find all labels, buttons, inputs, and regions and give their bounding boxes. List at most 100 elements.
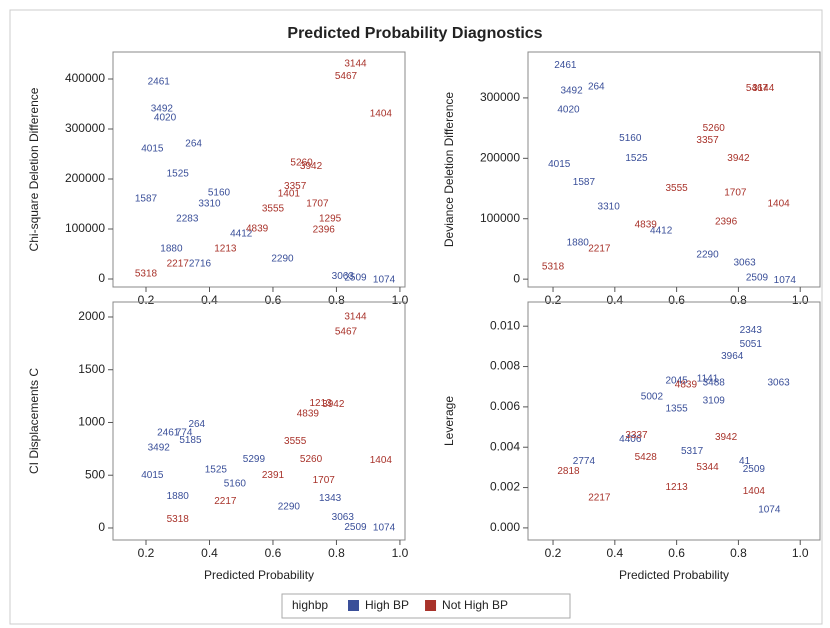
point-label: 5160	[208, 188, 231, 199]
point-label: 3357	[696, 135, 719, 146]
point-label: 2283	[176, 214, 199, 225]
point-label: 3063	[332, 271, 355, 282]
point-label: 1404	[767, 198, 790, 209]
x-tick-label: 0.6	[265, 546, 282, 560]
point-label: 1213	[666, 482, 689, 493]
plot-frame	[527, 301, 821, 541]
point-label: 4020	[154, 113, 177, 124]
point-label: 2509	[344, 522, 367, 533]
point-label: 2343	[740, 325, 763, 336]
point-label: 2818	[557, 466, 580, 477]
x-tick-label: 1.0	[392, 293, 409, 307]
point-label: 3942	[300, 161, 323, 172]
point-label: 2217	[588, 244, 611, 255]
point-label: 5317	[681, 446, 704, 457]
point-label: 1525	[625, 153, 648, 164]
legend-label: Not High BP	[442, 598, 508, 612]
legend-frame	[281, 593, 571, 619]
point-label: 2461	[148, 77, 171, 88]
point-label: 264	[188, 419, 205, 430]
y-tick-label: 0.010	[490, 318, 520, 332]
point-label: 3109	[703, 395, 726, 406]
legend-swatch	[425, 600, 437, 611]
y-tick-label: 2000	[78, 309, 105, 323]
y-tick-label: 1000	[78, 415, 105, 429]
point-label: 2396	[715, 216, 738, 227]
point-label: 2290	[696, 250, 719, 261]
x-tick-label: 0.2	[138, 293, 155, 307]
point-label: 1343	[319, 493, 342, 504]
y-tick-label: 0.006	[490, 399, 520, 413]
plot-frame	[112, 301, 406, 541]
y-axis-label: Chi-square Deletion Difference	[27, 87, 41, 251]
y-tick-label: 0.004	[490, 439, 520, 453]
point-label: 4839	[675, 379, 698, 390]
y-tick-label: 200000	[480, 150, 520, 164]
legend-title: highbp	[292, 598, 328, 612]
point-label: 1295	[319, 214, 342, 225]
y-axis-label: Deviance Deletion Difference	[442, 92, 456, 248]
point-label: 3063	[332, 512, 355, 523]
point-label: 1404	[370, 455, 393, 466]
x-tick-label: 0.8	[730, 293, 747, 307]
x-tick-label: 0.8	[730, 546, 747, 560]
panel: 0.000 0.002 0.004 0.006 0.008 0.010 0.2 0.4 0.6 0…	[442, 301, 821, 582]
x-tick-label: 1.0	[392, 546, 409, 560]
point-label: 2290	[278, 502, 301, 513]
point-label: 2461	[554, 60, 577, 71]
point-label: 3144	[344, 312, 367, 323]
point-label: 5344	[696, 462, 719, 473]
point-label: 2045	[666, 375, 689, 386]
point-label: 5260	[290, 158, 313, 169]
point-label: 4412	[230, 229, 253, 240]
point-label: 5428	[635, 452, 658, 463]
point-label: 3942	[715, 432, 738, 443]
point-label: 2774	[573, 456, 596, 467]
point-label: 5318	[542, 262, 565, 273]
y-tick-label: 0	[98, 271, 105, 285]
figure-frame	[9, 9, 823, 625]
point-label: 41	[739, 456, 751, 467]
point-label: 3063	[767, 377, 790, 388]
point-label: 1880	[567, 238, 590, 249]
y-tick-label: 500	[85, 467, 105, 481]
point-label: 2217	[214, 496, 237, 507]
point-label: 1525	[205, 465, 228, 476]
y-axis-label: CI Displacements C	[27, 368, 41, 474]
legend: highbp High BP Not High BP	[281, 593, 571, 619]
plot-frame	[112, 51, 406, 288]
point-label: 5002	[641, 391, 664, 402]
point-label: 2290	[271, 254, 294, 265]
point-label: 2716	[189, 259, 212, 270]
plot-frame	[527, 51, 821, 288]
point-label: 5260	[703, 123, 726, 134]
point-label: 774	[176, 428, 193, 439]
point-label: 4839	[635, 219, 658, 230]
point-label: 5051	[740, 339, 763, 350]
x-tick-label: 0.4	[606, 293, 623, 307]
legend-swatch	[348, 600, 359, 611]
point-label: 264	[588, 82, 605, 93]
point-label: 2217	[167, 259, 190, 270]
point-label: 3488	[703, 377, 726, 388]
point-label: 2396	[313, 225, 336, 236]
y-tick-label: 0	[513, 271, 520, 285]
point-label: 1074	[774, 275, 797, 286]
point-label: 3144	[752, 83, 775, 94]
point-label: 4839	[297, 409, 320, 420]
point-label: 3964	[721, 351, 744, 362]
point-label: 3555	[262, 204, 285, 215]
point-label: 2509	[344, 273, 367, 284]
point-label: 5318	[135, 269, 158, 280]
point-label: 3942	[727, 153, 750, 164]
panel: 0 100000 200000 300000 0.2 0.4 0.6 0.8 1.0 Devian…	[442, 51, 821, 307]
point-label: 5467	[746, 83, 769, 94]
point-label: 1404	[370, 109, 393, 120]
chart-title: Predicted Probability Diagnostics	[287, 25, 542, 42]
x-tick-label: 0.6	[668, 293, 685, 307]
x-axis-label: Predicted Probability	[619, 568, 729, 582]
y-tick-label: 400000	[65, 71, 105, 85]
y-tick-label: 0.008	[490, 359, 520, 373]
point-label: 3942	[322, 399, 345, 410]
